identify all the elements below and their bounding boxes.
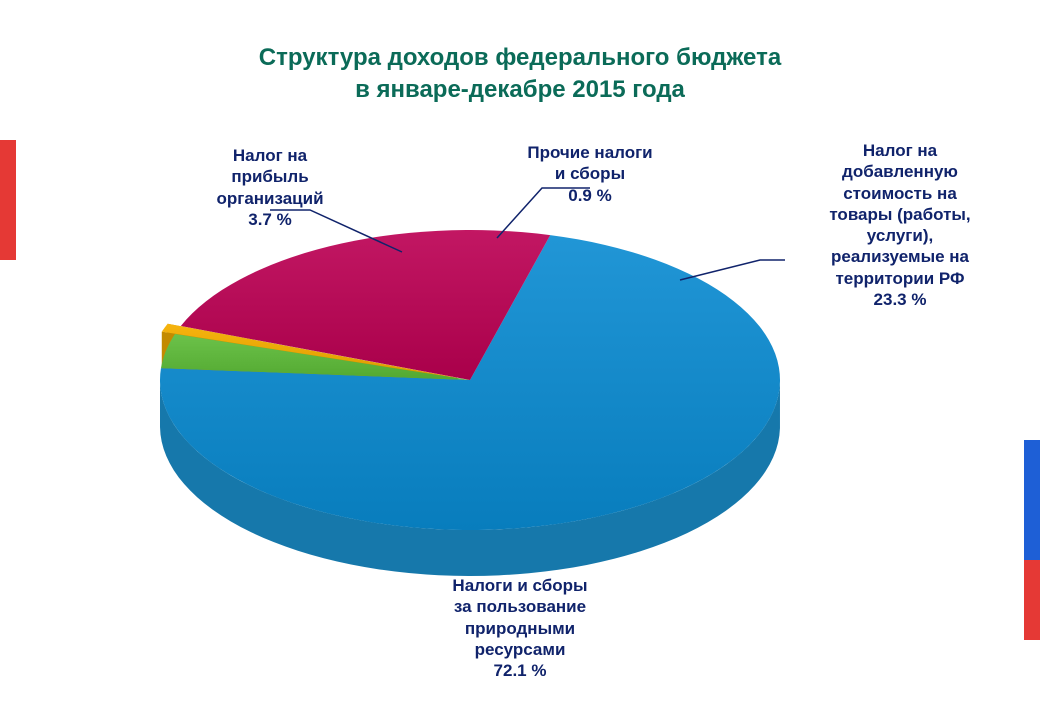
pie-label-nat-resources: Налоги и сборы за пользование природными… (400, 575, 640, 681)
pie-label-other-taxes: Прочие налоги и сборы 0.9 % (490, 142, 690, 206)
pie-label-vat: Налог на добавленную стоимость на товары… (785, 140, 1015, 310)
pie-label-profit-tax: Налог на прибыль организаций 3.7 % (175, 145, 365, 230)
leader-line (680, 260, 785, 280)
